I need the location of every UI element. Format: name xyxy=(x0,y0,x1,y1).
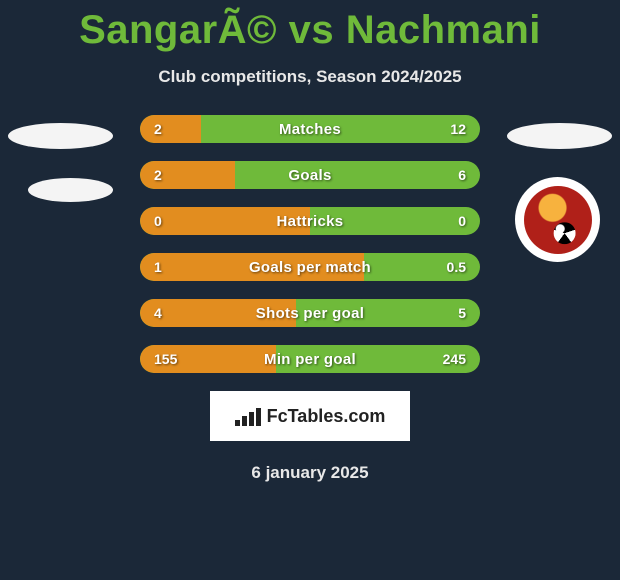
brand-icon-bar xyxy=(249,412,254,426)
stat-label: Goals xyxy=(140,161,480,189)
stat-label: Min per goal xyxy=(140,345,480,373)
stat-bar: 00Hattricks xyxy=(140,207,480,235)
player-left-badge-2 xyxy=(28,178,113,202)
subtitle: Club competitions, Season 2024/2025 xyxy=(0,67,620,87)
date-text: 6 january 2025 xyxy=(0,463,620,483)
stat-label: Shots per goal xyxy=(140,299,480,327)
stat-label: Hattricks xyxy=(140,207,480,235)
brand-icon-bar xyxy=(256,408,261,426)
player-right-badge-1 xyxy=(507,123,612,149)
brand-box: FcTables.com xyxy=(210,391,410,441)
stat-bar: 155245Min per goal xyxy=(140,345,480,373)
stat-bar: 10.5Goals per match xyxy=(140,253,480,281)
stat-label: Goals per match xyxy=(140,253,480,281)
club-logo xyxy=(515,177,600,262)
stat-bar: 45Shots per goal xyxy=(140,299,480,327)
stat-label: Matches xyxy=(140,115,480,143)
brand-icon-bar xyxy=(235,420,240,426)
page-title: SangarÃ© vs Nachmani xyxy=(0,0,620,53)
brand-text: FcTables.com xyxy=(267,406,386,427)
club-logo-inner xyxy=(524,186,592,254)
player-left-badge-1 xyxy=(8,123,113,149)
stat-bar: 212Matches xyxy=(140,115,480,143)
brand-chart-icon xyxy=(235,406,261,426)
stat-bar: 26Goals xyxy=(140,161,480,189)
brand-icon-bar xyxy=(242,416,247,426)
